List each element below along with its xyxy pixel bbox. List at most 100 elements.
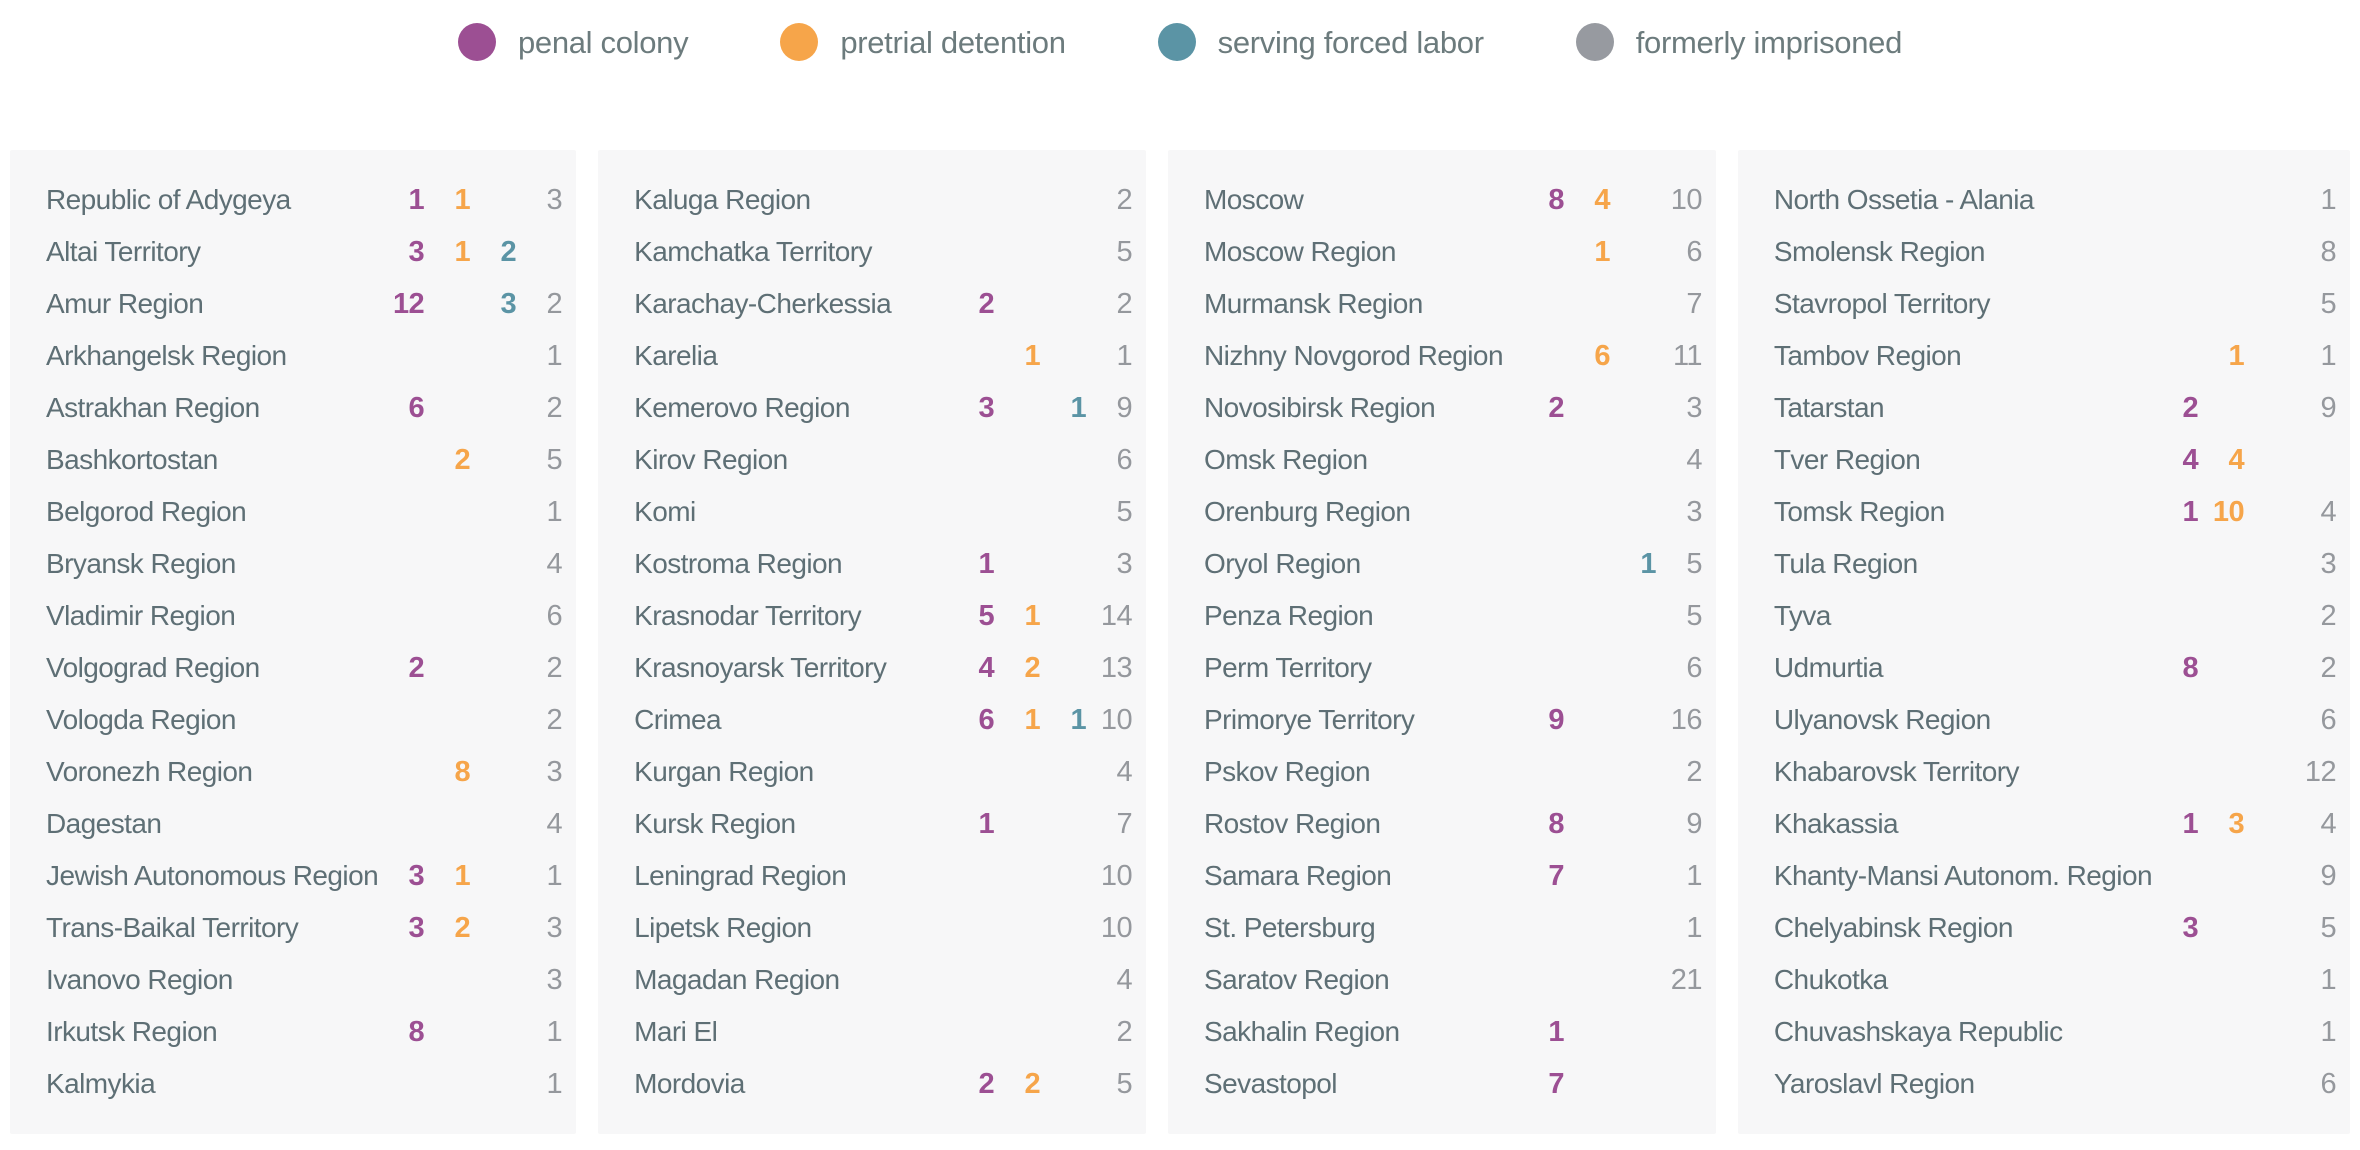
table-row: Stavropol Territory 5 <box>1774 278 2337 330</box>
region-name: Kostroma Region <box>634 548 843 579</box>
penal-colony-count: 6 <box>408 391 425 424</box>
formerly-imprisoned-count: 3 <box>546 911 563 944</box>
table-row: Smolensk Region 8 <box>1774 226 2337 278</box>
table-row: Khanty-Mansi Autonom. Region 9 <box>1774 850 2337 902</box>
formerly-imprisoned-count: 1 <box>1686 911 1702 944</box>
pretrial-detention-count: 4 <box>1594 183 1610 216</box>
formerly-imprisoned-count: 5 <box>2320 911 2336 944</box>
table-row: Krasnodar Territory 5 1 14 <box>634 590 1132 642</box>
region-name: Republic of Adygeya <box>46 184 291 215</box>
table-row: Moscow 8 4 10 <box>1204 174 1702 226</box>
table-row: Kemerovo Region 3 1 9 <box>634 382 1132 434</box>
pretrial-detention-count: 1 <box>454 859 471 892</box>
pretrial-detention-count: 1 <box>454 183 471 216</box>
legend-label-formerly-imprisoned: formerly imprisoned <box>1635 24 1903 60</box>
penal-colony-count: 2 <box>2182 391 2198 424</box>
formerly-imprisoned-count: 1 <box>546 495 563 528</box>
table-row: Vladimir Region 6 <box>46 590 563 642</box>
table-row: Chuvashskaya Republic 1 <box>1774 1006 2337 1058</box>
region-name: North Ossetia - Alania <box>1773 184 2035 215</box>
table-row: Tambov Region 1 1 <box>1773 330 2337 382</box>
region-name: Saratov Region <box>1204 964 1390 995</box>
formerly-imprisoned-count: 6 <box>546 599 563 632</box>
formerly-imprisoned-count: 1 <box>1116 339 1132 372</box>
table-row: Amur Region 12 3 2 <box>46 278 563 330</box>
region-name: Kurgan Region <box>634 756 814 787</box>
formerly-imprisoned-count: 1 <box>2320 1015 2336 1048</box>
region-name: Pskov Region <box>1204 756 1371 787</box>
pretrial-detention-count: 6 <box>1594 339 1610 372</box>
formerly-imprisoned-count: 2 <box>2320 599 2336 632</box>
formerly-imprisoned-count: 2 <box>546 391 563 424</box>
serving-forced-labor-swatch-icon <box>1157 23 1196 61</box>
legend-label-pretrial-detention: pretrial detention <box>840 24 1066 60</box>
penal-colony-count: 9 <box>1548 703 1564 736</box>
table-row: Kirov Region 6 <box>634 434 1132 486</box>
table-row: Udmurtia 8 2 <box>1774 642 2337 694</box>
penal-colony-count: 8 <box>408 1015 425 1048</box>
region-name: Nizhny Novgorod Region <box>1204 340 1504 371</box>
table-row: Moscow Region 1 6 <box>1204 226 1702 278</box>
table-row: Mari El 2 <box>634 1006 1132 1058</box>
table-row: Murmansk Region 7 <box>1204 278 1702 330</box>
formerly-imprisoned-count: 2 <box>2320 651 2336 684</box>
region-name: Irkutsk Region <box>46 1016 218 1047</box>
forced-labor-count: 1 <box>1640 547 1656 580</box>
table-row: Saratov Region 21 <box>1204 954 1702 1006</box>
region-name: Vologda Region <box>46 704 236 735</box>
region-name: Trans-Baikal Territory <box>46 912 299 943</box>
region-column-3: Moscow 8 4 10 Moscow Region 1 6 Murmansk Region… <box>1168 150 1716 1134</box>
table-row: Karelia 1 1 <box>634 330 1132 382</box>
region-name: Kemerovo Region <box>634 392 850 423</box>
region-name: Voronezh Region <box>46 756 253 787</box>
formerly-imprisoned-count: 11 <box>1672 339 1703 372</box>
table-row: Pskov Region 2 <box>1204 746 1702 798</box>
table-row: Sevastopol 7 <box>1204 1058 1702 1110</box>
table-row: Arkhangelsk Region 1 <box>46 330 563 382</box>
chart-legend: penal colony pretrial detention serving … <box>0 0 2360 70</box>
formerly-imprisoned-count: 1 <box>2320 183 2336 216</box>
region-name: Moscow <box>1204 184 1304 215</box>
region-name: Karelia <box>634 340 718 371</box>
table-row: Tatarstan 2 9 <box>1773 382 2337 434</box>
formerly-imprisoned-count: 4 <box>2320 807 2336 840</box>
regions-grid: Republic of Adygeya 1 1 3 Altai Territory 3 1 2… <box>10 150 2350 1134</box>
region-name: Tatarstan <box>1773 392 1885 423</box>
formerly-imprisoned-count: 6 <box>2320 703 2336 736</box>
table-row: Kursk Region 1 7 <box>634 798 1132 850</box>
penal-colony-count: 12 <box>393 287 425 320</box>
region-name: Kaluga Region <box>634 184 811 215</box>
region-name: Murmansk Region <box>1204 288 1423 319</box>
region-column-2: Kaluga Region 2 Kamchatka Territory 5 Karach… <box>598 150 1146 1134</box>
formerly-imprisoned-count: 7 <box>1116 807 1132 840</box>
region-name: Sevastopol <box>1204 1068 1337 1099</box>
formerly-imprisoned-count: 4 <box>1116 755 1132 788</box>
region-name: Tambov Region <box>1773 340 1962 371</box>
table-row: Voronezh Region 8 3 <box>46 746 563 798</box>
formerly-imprisoned-count: 3 <box>1686 391 1702 424</box>
penal-colony-count: 3 <box>408 911 425 944</box>
table-row: Tomsk Region 1 10 4 <box>1774 486 2337 538</box>
region-name: Perm Territory <box>1204 652 1372 683</box>
formerly-imprisoned-count: 2 <box>1116 1015 1132 1048</box>
pretrial-detention-count: 1 <box>1024 703 1040 736</box>
pretrial-detention-count: 2 <box>454 443 471 476</box>
penal-colony-count: 3 <box>978 391 994 424</box>
table-row: Komi 5 <box>634 486 1132 538</box>
region-name: Lipetsk Region <box>634 912 812 943</box>
region-name: Omsk Region <box>1204 444 1368 475</box>
forced-labor-count: 2 <box>500 235 517 268</box>
table-row: Kurgan Region 4 <box>634 746 1132 798</box>
formerly-imprisoned-count: 9 <box>2320 859 2336 892</box>
forced-labor-count: 3 <box>500 287 517 320</box>
table-row: North Ossetia - Alania 1 <box>1773 174 2337 226</box>
table-row: Krasnoyarsk Territory 4 2 13 <box>634 642 1132 694</box>
region-name: Mordovia <box>634 1068 745 1099</box>
region-name: Karachay-Cherkessia <box>634 288 892 319</box>
table-row: Tula Region 3 <box>1774 538 2337 590</box>
pretrial-detention-count: 4 <box>2228 443 2244 476</box>
formerly-imprisoned-count: 4 <box>1686 443 1702 476</box>
region-name: Orenburg Region <box>1204 496 1411 527</box>
table-row: Rostov Region 8 9 <box>1204 798 1702 850</box>
table-row: Primorye Territory 9 16 <box>1204 694 1702 746</box>
